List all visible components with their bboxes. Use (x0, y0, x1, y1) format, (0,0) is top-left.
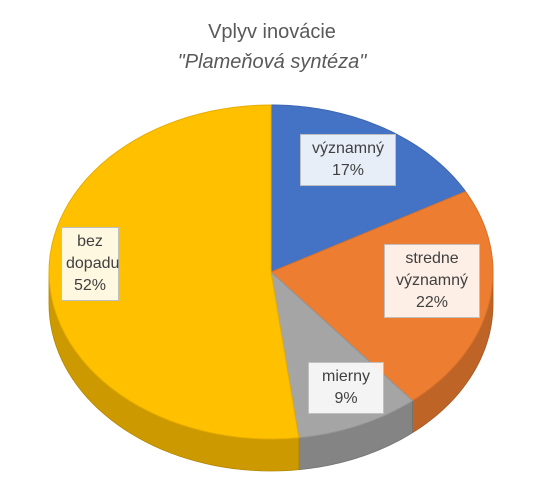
category-label: stredne významný (395, 250, 469, 289)
chart-title: Vplyv inovácie (208, 21, 336, 43)
slice (270, 190, 494, 402)
value-label: 9% (334, 390, 358, 407)
slice (48, 104, 300, 440)
data-label: významný 17% (300, 134, 396, 186)
value-label: 17% (331, 162, 365, 179)
data-label: bez dopadu 52% (61, 227, 119, 301)
data-label: mierny 9% (308, 362, 384, 414)
category-label: bez dopadu (66, 233, 120, 272)
category-label: významný (311, 140, 385, 157)
data-label: stredne významný 22% (384, 244, 480, 318)
value-label: 22% (415, 294, 449, 311)
value-label: 52% (73, 277, 107, 294)
chart-subtitle: "Plameňová syntéza" (178, 51, 368, 73)
category-label: mierny (321, 368, 370, 385)
